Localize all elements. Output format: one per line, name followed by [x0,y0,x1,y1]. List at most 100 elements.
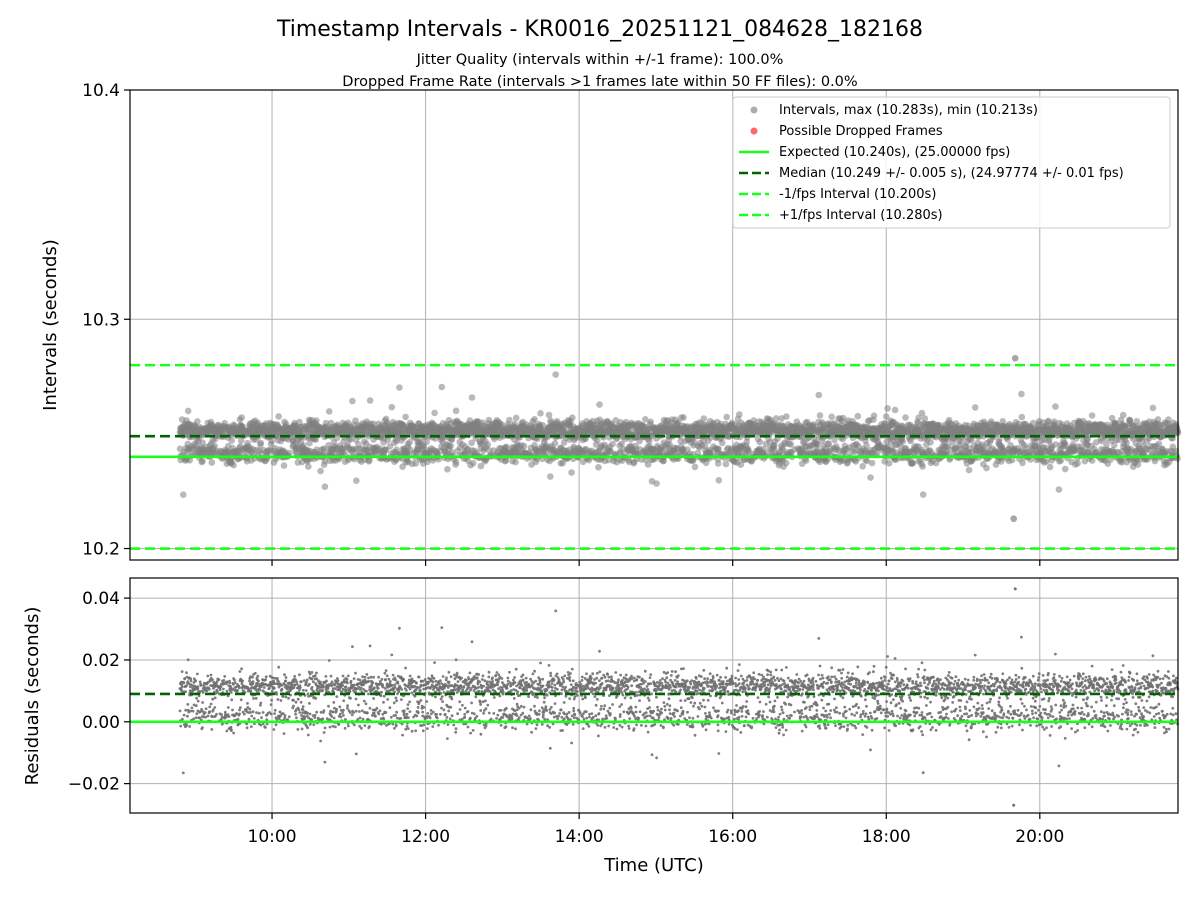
interval-point [700,415,708,422]
interval-point [447,442,455,450]
interval-point [552,371,559,378]
interval-point [468,394,476,401]
residual-point [190,706,194,710]
interval-point [320,445,328,452]
interval-point [199,439,206,446]
interval-point [469,459,477,467]
bottom-scatter-points [178,587,1180,807]
interval-point [719,439,726,447]
interval-point [406,438,413,446]
interval-point [1055,486,1063,493]
interval-point [388,403,396,411]
residual-point [215,712,218,716]
interval-point [680,414,687,421]
interval-point [782,459,790,467]
interval-point [971,404,979,411]
interval-point [321,458,329,465]
residual-point [233,681,237,685]
interval-point [452,407,460,415]
residual-point [236,689,239,692]
interval-point [325,408,333,415]
residual-point [209,673,213,677]
interval-point [1074,460,1081,467]
residual-point [198,680,202,684]
residual-point [220,715,224,719]
legend-label-dropped-frames: Possible Dropped Frames [779,124,943,139]
residual-point [208,705,212,709]
residual-point [247,717,251,721]
interval-point [868,459,876,467]
residual-point [222,679,226,682]
subtitle-dropped-frame-rate: Dropped Frame Rate (intervals >1 frames … [342,74,857,90]
legend-label-intervals: Intervals, max (10.283s), min (10.213s) [779,103,1038,118]
residual-point [186,703,190,706]
residual-point [238,712,241,716]
residual-point [226,706,230,709]
interval-point [520,442,528,450]
interval-point [438,383,446,391]
interval-point [870,412,878,420]
residual-point [229,725,233,729]
residual-point [206,714,210,718]
residual-point [194,716,198,720]
residual-point [249,711,253,714]
residual-point [225,729,229,733]
residual-point [223,710,227,714]
interval-point [452,458,460,466]
interval-point [184,407,192,415]
interval-point [347,436,354,443]
bottom-grid [130,578,1178,813]
interval-point [286,449,293,457]
interval-point [431,409,438,417]
residual-point [229,691,233,694]
interval-point [927,439,934,446]
residual-point [211,697,215,701]
residual-point [238,706,242,709]
chart-title: Timestamp Intervals - KR0016_20251121_08… [276,17,923,42]
residual-point [203,711,207,714]
residual-point [251,675,254,679]
residual-point [223,675,227,678]
interval-point [280,462,288,469]
interval-point [484,441,492,448]
residual-point [218,688,222,692]
interval-point [423,438,431,446]
interval-point [531,416,538,423]
interval-point [180,491,187,499]
interval-point [402,413,409,421]
subtitle-jitter-quality: Jitter Quality (intervals within +/-1 fr… [416,52,784,68]
residual-point [248,679,251,683]
interval-point [828,413,835,421]
legend-label-minus-fps: -1/fps Interval (10.200s) [779,187,936,202]
residual-point [196,672,199,676]
residual-point [225,689,229,693]
top-x-axis-ticks [271,560,1041,566]
residual-point [181,771,185,775]
residual-point [211,678,214,682]
legend-label-expected: Expected (10.240s), (25.00000 fps) [779,145,1010,160]
residual-point [237,686,241,690]
residual-point [180,685,184,689]
interval-point [594,436,601,444]
interval-point [551,440,559,447]
residual-point [243,712,246,716]
interval-point [609,440,616,448]
interval-point [194,418,201,425]
interval-point [902,414,909,421]
interval-point [854,412,862,420]
interval-point [1088,412,1096,419]
interval-point [1018,413,1026,421]
interval-point [595,464,602,471]
interval-point [268,437,275,445]
residual-point [235,712,239,715]
residual-point [211,708,215,712]
interval-point [644,461,652,468]
residual-point [245,726,249,730]
residual-point [196,685,200,688]
residual-point [217,678,221,681]
interval-point-max [1011,354,1019,362]
interval-point [715,477,723,484]
interval-point [468,439,475,447]
residual-point [199,684,203,687]
